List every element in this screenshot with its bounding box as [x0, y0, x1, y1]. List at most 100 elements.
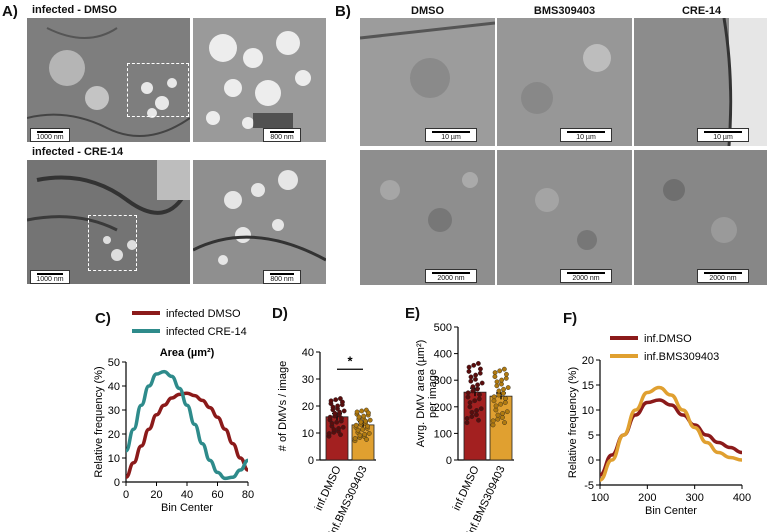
data-point: [337, 409, 342, 415]
y-tick-label-0: 0: [446, 455, 452, 467]
em-image-b-dmso-low: [360, 18, 495, 146]
data-point: [358, 419, 364, 425]
data-point: [470, 388, 476, 394]
data-point: [493, 407, 499, 413]
data-point: [504, 371, 509, 377]
legend-label-0: inf.DMSO: [644, 333, 692, 345]
data-point: [338, 432, 343, 438]
y-tick-label-4: 40: [302, 347, 314, 359]
data-point: [494, 383, 500, 389]
data-point: [468, 374, 474, 380]
data-point: [361, 413, 367, 419]
data-point: [336, 426, 342, 431]
y-tick-label-1: 100: [434, 428, 452, 440]
y-axis-label: Relative frequency (%): [93, 366, 105, 477]
y-tick-label-3: 300: [434, 375, 452, 387]
y-tick-label-5: 20: [582, 355, 594, 367]
data-point: [491, 394, 497, 400]
panel-label-d: D): [272, 305, 288, 322]
data-point: [363, 418, 368, 424]
data-point: [492, 374, 498, 380]
data-point: [500, 410, 506, 416]
y-tick-label-5: 500: [434, 322, 452, 334]
data-point: [327, 414, 333, 420]
y-tick-label-0: 0: [114, 477, 120, 489]
data-point: [332, 410, 338, 416]
data-point: [499, 381, 504, 387]
data-point: [502, 400, 508, 405]
data-point: [490, 418, 496, 424]
data-point: [328, 398, 334, 404]
data-point: [467, 404, 473, 410]
x-tick-label-3: 60: [211, 489, 223, 501]
y-tick-label-1: 0: [588, 455, 594, 467]
data-point: [476, 396, 482, 402]
y-tick-label-3: 30: [108, 405, 120, 417]
em-texture: [27, 160, 190, 284]
scalebar-a4: 800 nm: [263, 270, 301, 284]
data-point: [495, 416, 501, 422]
data-point: [352, 436, 358, 441]
x-tick-label-4: 80: [242, 489, 254, 501]
legend-label-1: inf.BMS309403: [644, 351, 719, 363]
data-point: [337, 396, 343, 401]
data-point: [502, 420, 507, 425]
em-image-b-bms-low: [497, 18, 632, 146]
data-point: [355, 427, 361, 433]
chart-e-dmv-area: 0 100 200 300 400 500 Avrg. DMV area (µm²) per …: [415, 322, 514, 532]
legend-label-0: infected DMSO: [166, 308, 241, 320]
data-point: [503, 375, 509, 381]
data-point: [501, 390, 506, 396]
y-tick-label-4: 15: [582, 380, 594, 392]
em-image-b-cre14-high: [634, 150, 767, 285]
y-tick-label-2: 5: [588, 430, 594, 442]
data-point: [340, 424, 346, 430]
data-point: [475, 361, 481, 366]
zoom-region-box: [127, 63, 189, 117]
y-tick-label-1: 10: [108, 453, 120, 465]
y-tick-label-2: 200: [434, 402, 452, 414]
x-tick-label-3: 400: [733, 492, 751, 504]
data-point: [464, 416, 470, 421]
data-point: [469, 414, 475, 419]
data-point: [479, 380, 485, 386]
data-point: [366, 431, 372, 436]
significance-marker: *: [347, 353, 353, 368]
y-tick-label-3: 30: [302, 374, 314, 386]
em-texture: [497, 18, 632, 146]
column-header-bms309403: BMS309403: [533, 5, 596, 17]
column-header-cre14: CRE-14: [681, 5, 722, 17]
scalebar-b-cre14-low: 10 µm: [697, 128, 749, 142]
em-texture: [193, 160, 326, 284]
data-point: [473, 376, 478, 382]
data-point: [470, 384, 476, 390]
data-point: [499, 377, 505, 383]
x-axis-label: Bin Center: [161, 502, 213, 514]
panel-label-f: F): [563, 310, 578, 327]
data-point: [474, 412, 479, 418]
em-image-b-dmso-high: [360, 150, 495, 285]
em-image-b-cre14-low: [634, 18, 767, 146]
y-tick-label-1: 10: [302, 428, 314, 440]
em-texture: [497, 150, 632, 285]
em-texture: [193, 18, 326, 142]
x-tick-label-2: 40: [181, 489, 193, 501]
x-tick-label-2: 300: [685, 492, 703, 504]
em-texture: [360, 18, 495, 146]
data-point: [465, 394, 471, 400]
data-point: [505, 385, 511, 390]
panel-label-c: C): [95, 310, 111, 327]
data-point: [357, 432, 363, 438]
data-point: [503, 396, 508, 401]
panel-label-e: E): [405, 305, 420, 322]
data-point: [330, 404, 336, 410]
scalebar-b-cre14-high: 2000 nm: [697, 269, 749, 283]
panel-label-a: A): [2, 3, 18, 20]
data-point: [495, 412, 501, 418]
em-image-cre14-zoom: [193, 160, 326, 284]
y-tick-label-0: 0: [308, 455, 314, 467]
scalebar-a2: 800 nm: [263, 128, 301, 142]
zoom-region-box: [88, 215, 137, 271]
scalebar-a1: 1000 nm: [30, 128, 70, 142]
